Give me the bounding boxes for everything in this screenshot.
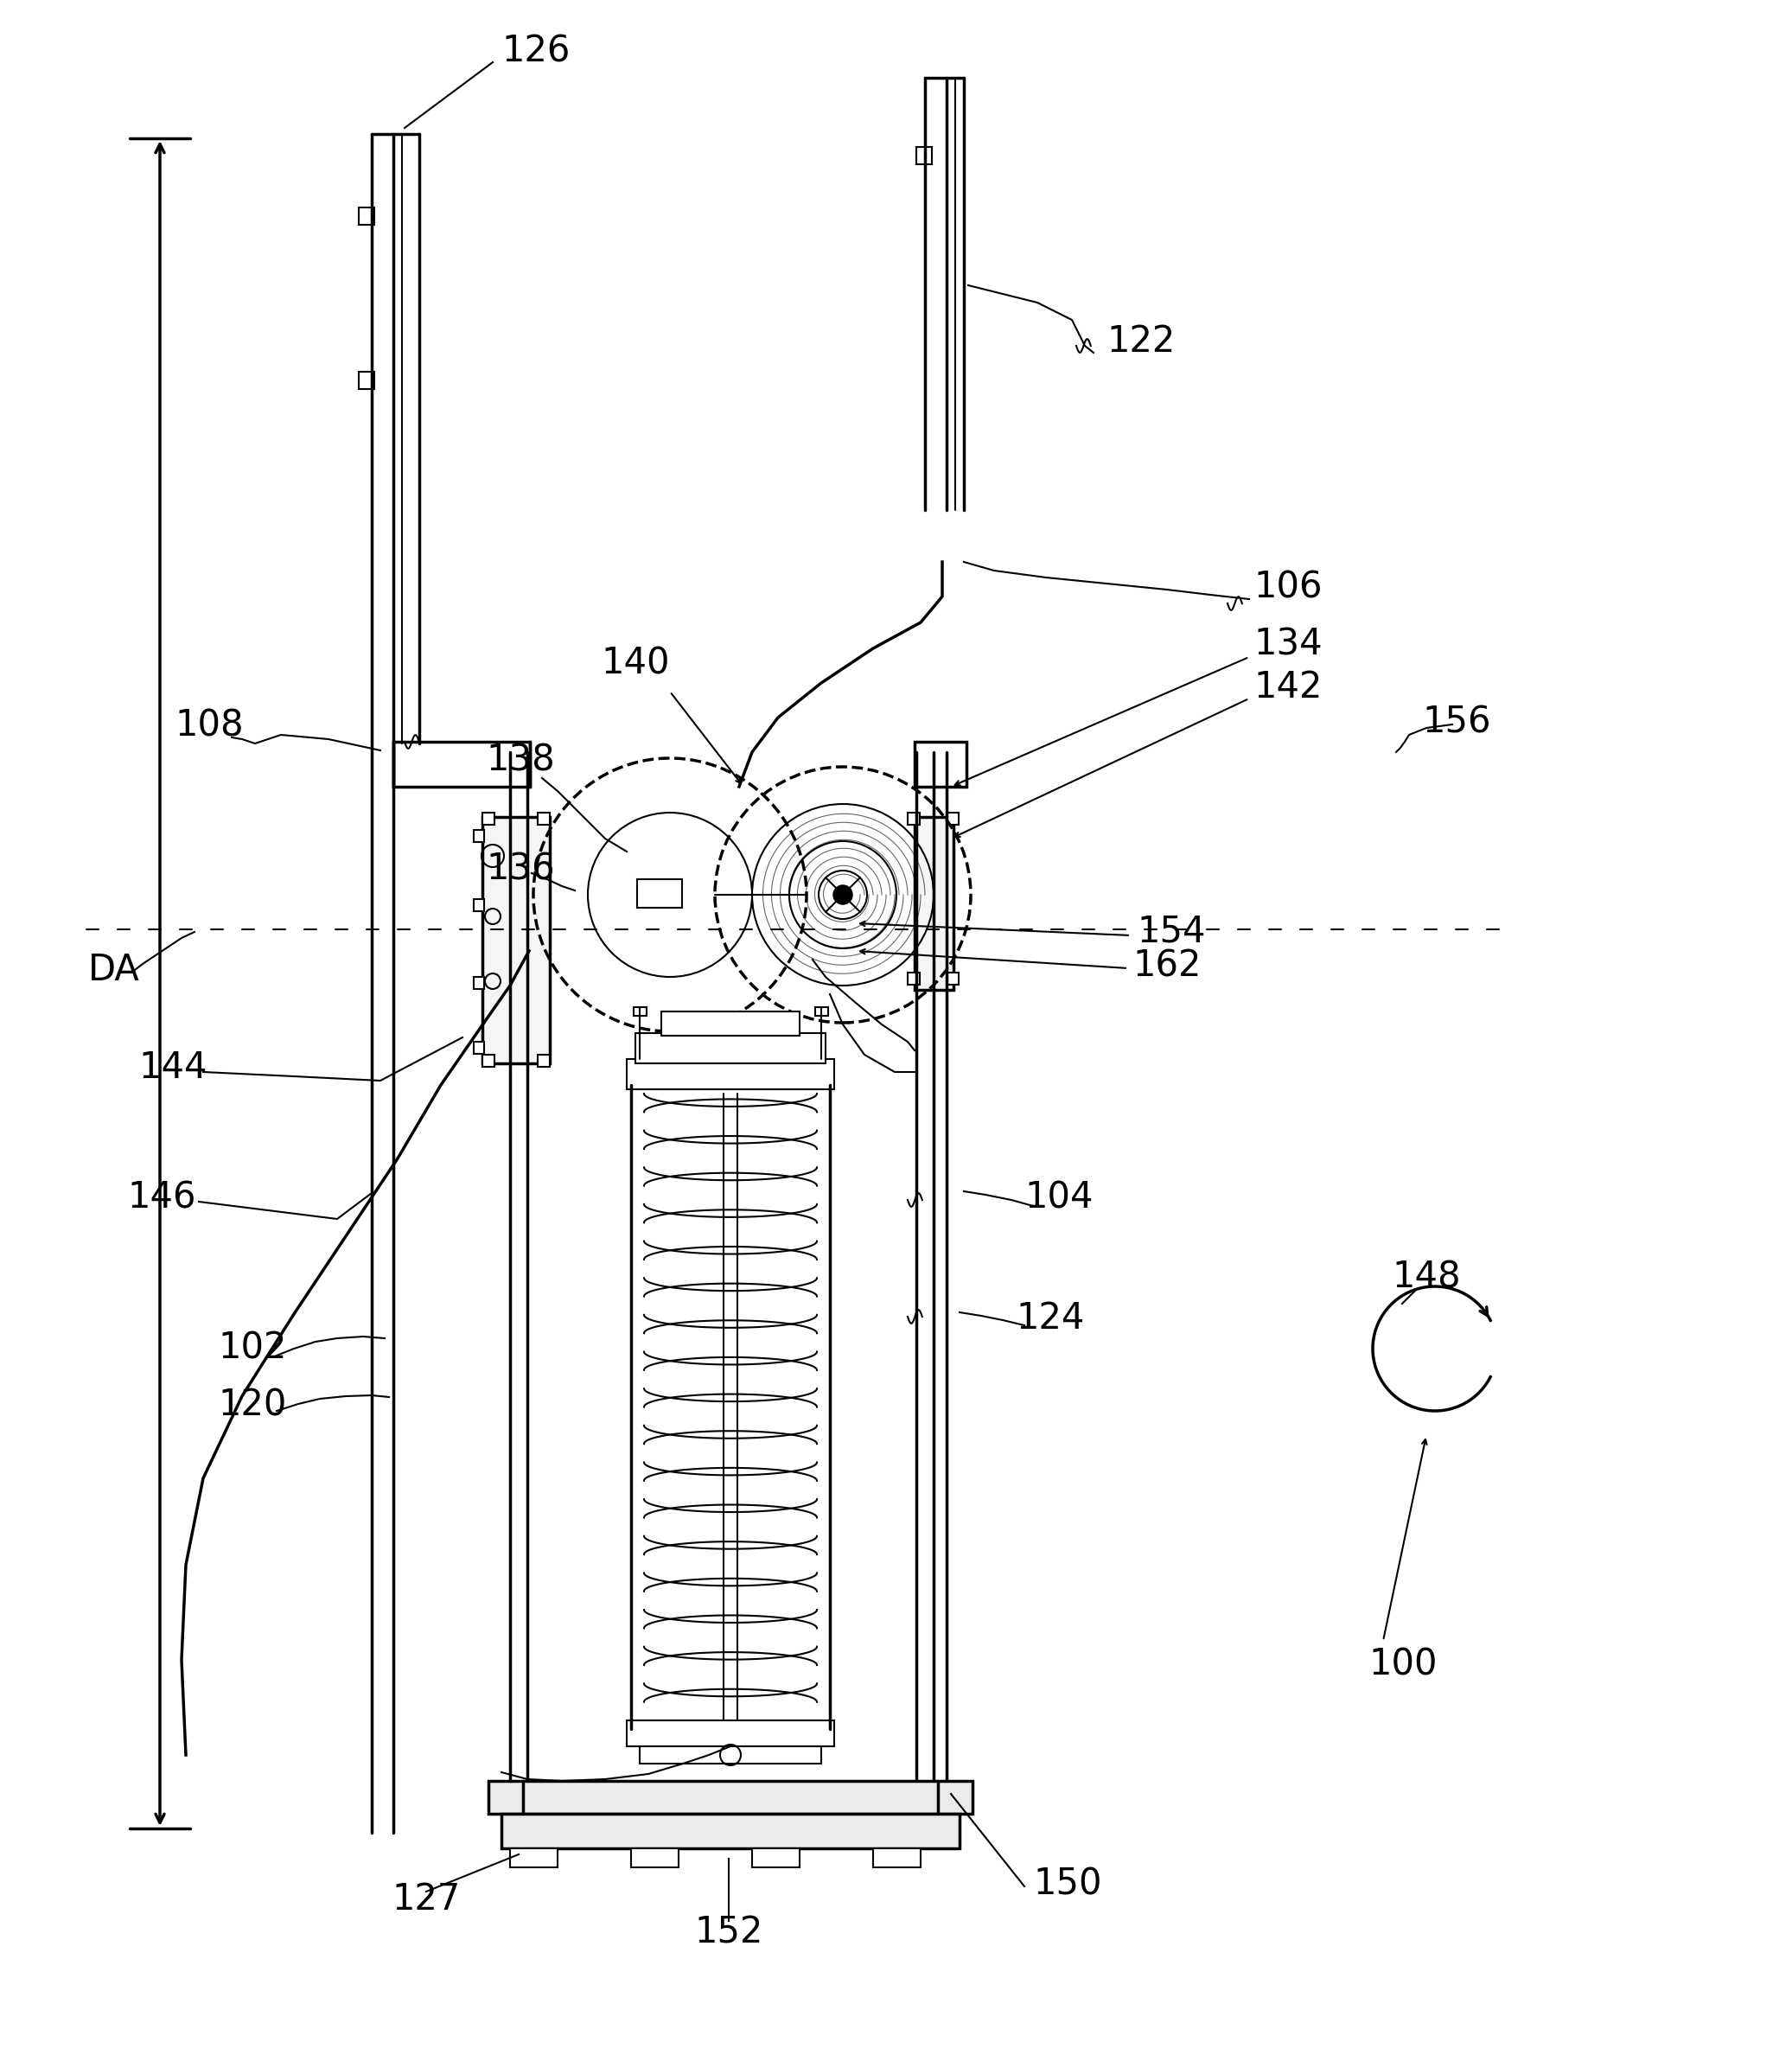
Bar — [489, 1781, 973, 1814]
Text: 120: 120 — [219, 1387, 287, 1422]
Bar — [946, 812, 959, 824]
Bar — [627, 1059, 835, 1090]
Bar — [392, 742, 530, 787]
Text: 104: 104 — [1025, 1179, 1093, 1216]
Bar — [482, 1055, 495, 1068]
Bar — [909, 973, 919, 985]
Text: 106: 106 — [1254, 569, 1322, 606]
Text: 154: 154 — [1136, 913, 1206, 950]
Text: 150: 150 — [1034, 1867, 1102, 1902]
Text: 138: 138 — [486, 742, 556, 779]
Bar — [482, 816, 550, 1063]
Text: 134: 134 — [1254, 627, 1322, 662]
Text: DA: DA — [88, 952, 140, 987]
Bar — [638, 880, 683, 907]
Bar — [631, 1849, 679, 1867]
Text: 102: 102 — [219, 1331, 287, 1366]
Bar — [914, 742, 966, 787]
Text: 108: 108 — [176, 709, 244, 744]
Circle shape — [835, 886, 851, 903]
Bar — [909, 812, 919, 824]
Bar — [753, 1849, 799, 1867]
Bar — [815, 1008, 828, 1016]
Bar — [873, 1849, 921, 1867]
Text: 124: 124 — [1016, 1300, 1084, 1336]
Bar — [634, 1008, 647, 1016]
Bar — [502, 1814, 959, 1849]
Bar — [538, 1055, 550, 1068]
Text: 127: 127 — [392, 1882, 461, 1917]
Text: 122: 122 — [1107, 324, 1176, 359]
Text: 146: 146 — [127, 1179, 195, 1216]
Bar — [358, 371, 375, 390]
Bar — [511, 1849, 557, 1867]
Bar — [473, 1041, 484, 1053]
Text: 142: 142 — [1254, 670, 1322, 705]
Text: 136: 136 — [486, 851, 556, 886]
Text: 148: 148 — [1392, 1259, 1460, 1296]
Bar — [358, 208, 375, 225]
Bar — [473, 977, 484, 989]
Bar — [914, 816, 953, 989]
Bar — [916, 146, 932, 165]
Bar — [636, 1033, 826, 1063]
Text: 162: 162 — [1133, 948, 1201, 985]
Text: 100: 100 — [1369, 1647, 1437, 1682]
Bar — [661, 1012, 799, 1037]
Text: 126: 126 — [502, 33, 570, 70]
Bar — [946, 973, 959, 985]
Bar — [473, 899, 484, 911]
Text: 152: 152 — [695, 1915, 763, 1950]
Bar — [640, 1746, 821, 1764]
Text: 156: 156 — [1423, 703, 1491, 740]
Bar — [482, 812, 495, 824]
Text: 144: 144 — [138, 1049, 208, 1086]
Bar — [538, 812, 550, 824]
Text: 140: 140 — [600, 645, 670, 682]
Bar — [627, 1721, 835, 1746]
Bar — [473, 831, 484, 843]
